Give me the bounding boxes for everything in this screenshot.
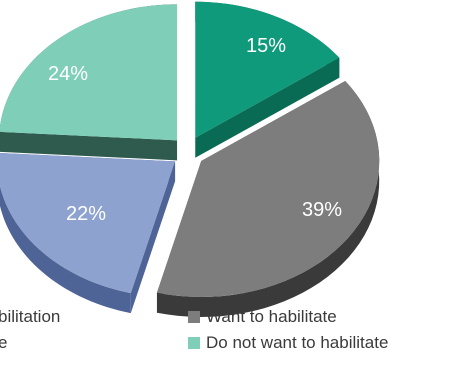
pie-slice-1 — [156, 81, 380, 297]
pie-slice-label-0: 15% — [246, 35, 286, 57]
legend-item-do-not-want: Do not want to habilitate — [188, 330, 388, 356]
legend-left: bilitation e — [0, 304, 60, 356]
pie-slice-2 — [0, 152, 176, 294]
legend-label-want: Want to habilitate — [206, 307, 337, 326]
legend-swatch-want — [188, 311, 200, 323]
pie-slice-label-1: 39% — [302, 199, 342, 221]
pie-tops — [0, 1, 380, 297]
legend-left-line-2: e — [0, 333, 8, 352]
pie-slice-edge-0-1 — [195, 57, 340, 158]
pie-slice-edge-2-0 — [130, 161, 176, 314]
legend-swatch-do-not-want — [188, 337, 200, 349]
legend-label-do-not-want: Do not want to habilitate — [206, 333, 389, 352]
pie-slice-edge-3-0 — [0, 131, 178, 161]
pie-slice-label-3: 24% — [48, 63, 88, 85]
pie-slice-label-2: 22% — [66, 203, 106, 225]
pie-slice-0 — [195, 1, 340, 138]
legend-item-want: Want to habilitate — [188, 304, 388, 330]
pie-slice-side-2 — [0, 186, 131, 314]
legend-right: Want to habilitate Do not want to habili… — [188, 304, 388, 356]
legend-left-line-1: bilitation — [0, 307, 61, 326]
pie-slice-3 — [0, 4, 178, 141]
pie-labels: 15% 39% 22% 24% — [48, 35, 342, 225]
